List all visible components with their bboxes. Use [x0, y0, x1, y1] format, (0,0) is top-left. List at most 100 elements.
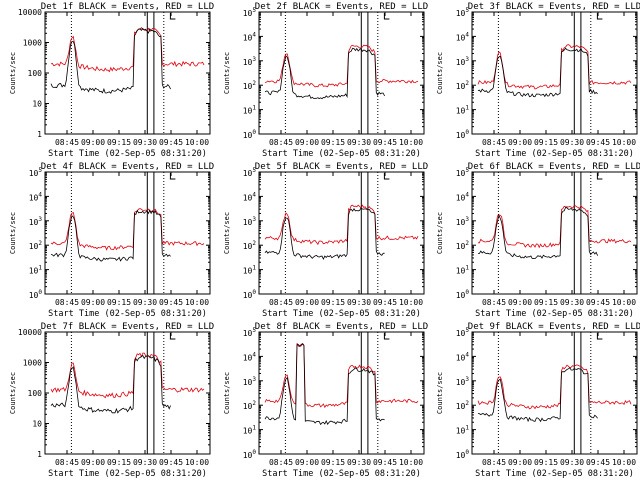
x-tick-label: 08:45 — [55, 138, 79, 147]
y-tick-exponent: 2 — [252, 240, 256, 247]
y-tick-label: 100 — [243, 129, 257, 140]
plot-frame — [471, 331, 638, 455]
y-tick-label: 103 — [456, 216, 470, 227]
y-tick-exponent: 0 — [465, 449, 469, 456]
x-tick-label: 09:30 — [133, 138, 157, 147]
x-tick-label: 09:45 — [586, 298, 610, 307]
y-tick-exponent: 4 — [465, 351, 469, 358]
x-tick-label: 10:00 — [612, 298, 636, 307]
plot-frame — [44, 171, 211, 295]
x-tick-label: 09:45 — [159, 298, 183, 307]
x-axis-label: Start Time (02-Sep-05 08:31:20) — [48, 469, 207, 479]
x-tick-label: 10:00 — [185, 298, 209, 307]
y-tick-base: 10 — [243, 218, 253, 227]
y-tick-label: 105 — [456, 167, 470, 178]
y-tick-base: 10 — [456, 242, 466, 251]
x-tick-label: 09:00 — [295, 298, 319, 307]
y-tick-base: 10 — [456, 427, 466, 436]
y-tick-label: 1000 — [23, 359, 42, 368]
events-series-line — [50, 209, 171, 262]
y-tick-label: 1 — [37, 450, 42, 459]
y-tick-exponent: 1 — [252, 105, 256, 112]
y-tick-exponent: 4 — [252, 351, 256, 358]
plot-frame — [44, 11, 211, 135]
y-tick-label: 105 — [456, 7, 470, 18]
x-tick-label: 08:45 — [55, 298, 79, 307]
bracket-mark — [169, 13, 176, 20]
x-tick-label: 10:00 — [612, 138, 636, 147]
y-tick-exponent: 0 — [252, 129, 256, 136]
x-tick-label: 09:30 — [133, 458, 157, 467]
x-tick-label: 09:00 — [81, 138, 105, 147]
x-tick-label: 09:15 — [321, 138, 345, 147]
y-tick-label: 103 — [456, 376, 470, 387]
y-tick-base: 10 — [243, 169, 253, 178]
x-tick-label: 09:15 — [534, 458, 558, 467]
y-tick-base: 10 — [456, 58, 466, 67]
panel-title: Det 8f BLACK = Events, RED = LLD — [255, 322, 428, 332]
plot-frame — [258, 171, 425, 295]
y-tick-base: 10 — [243, 378, 253, 387]
panel-title: Det 4f BLACK = Events, RED = LLD — [41, 162, 214, 172]
y-tick-exponent: 3 — [465, 216, 469, 223]
y-tick-base: 10 — [456, 329, 466, 338]
y-tick-base: 10 — [29, 242, 39, 251]
y-tick-exponent: 4 — [465, 31, 469, 38]
y-tick-label: 102 — [456, 240, 470, 251]
y-tick-base: 10 — [243, 242, 253, 251]
y-tick-exponent: 2 — [38, 240, 42, 247]
y-tick-label: 100 — [243, 289, 257, 300]
y-tick-label: 101 — [29, 265, 43, 276]
y-tick-label: 101 — [243, 265, 257, 276]
panel-det-6: Det 6f BLACK = Events, RED = LLD10010110… — [436, 162, 640, 319]
x-axis-label: Start Time (02-Sep-05 08:31:20) — [262, 309, 421, 319]
panel-title: Det 5f BLACK = Events, RED = LLD — [255, 162, 428, 172]
x-tick-label: 09:00 — [295, 138, 319, 147]
y-tick-label: 104 — [243, 31, 257, 42]
y-tick-base: 10 — [456, 218, 466, 227]
y-tick-base: 10 — [243, 329, 253, 338]
y-axis-label: Counts/sec — [223, 372, 231, 414]
y-tick-exponent: 0 — [252, 289, 256, 296]
bracket-mark — [383, 173, 390, 180]
events-series-line — [264, 343, 385, 426]
y-tick-label: 101 — [456, 425, 470, 436]
y-tick-base: 10 — [456, 353, 466, 362]
lld-series-line — [478, 205, 632, 249]
x-tick-label: 09:30 — [560, 298, 584, 307]
lld-series-line — [50, 208, 205, 251]
panel-title: Det 2f BLACK = Events, RED = LLD — [255, 2, 428, 12]
y-tick-label: 103 — [243, 376, 257, 387]
x-tick-label: 09:30 — [560, 458, 584, 467]
y-tick-exponent: 5 — [252, 7, 256, 14]
y-axis-label: Counts/sec — [9, 52, 17, 94]
y-tick-base: 10 — [456, 402, 466, 411]
y-tick-base: 10 — [456, 291, 466, 300]
x-axis-label: Start Time (02-Sep-05 08:31:20) — [48, 309, 207, 319]
x-tick-label: 09:45 — [159, 138, 183, 147]
y-tick-base: 10 — [29, 267, 39, 276]
panel-det-7: Det 7f BLACK = Events, RED = LLD 1 10 100 10… — [9, 322, 214, 479]
x-tick-label: 10:00 — [185, 458, 209, 467]
y-tick-exponent: 2 — [252, 80, 256, 87]
y-axis-label: Counts/sec — [9, 212, 17, 254]
y-tick-base: 10 — [243, 131, 253, 140]
y-tick-base: 10 — [243, 193, 253, 202]
x-axis-label: Start Time (02-Sep-05 08:31:20) — [475, 469, 634, 479]
plot-frame — [258, 11, 425, 135]
y-tick-label: 104 — [29, 191, 43, 202]
y-tick-base: 10 — [243, 451, 253, 460]
y-tick-base: 10 — [456, 131, 466, 140]
y-tick-base: 10 — [243, 82, 253, 91]
y-tick-base: 10 — [243, 427, 253, 436]
lld-series-line — [50, 352, 205, 399]
y-tick-exponent: 1 — [252, 425, 256, 432]
x-tick-label: 08:45 — [269, 138, 293, 147]
y-tick-exponent: 0 — [465, 129, 469, 136]
x-tick-label: 08:45 — [482, 138, 506, 147]
panel-title: Det 7f BLACK = Events, RED = LLD — [41, 322, 214, 332]
y-tick-base: 10 — [456, 193, 466, 202]
y-tick-exponent: 3 — [38, 216, 42, 223]
y-tick-label: 100 — [456, 129, 470, 140]
